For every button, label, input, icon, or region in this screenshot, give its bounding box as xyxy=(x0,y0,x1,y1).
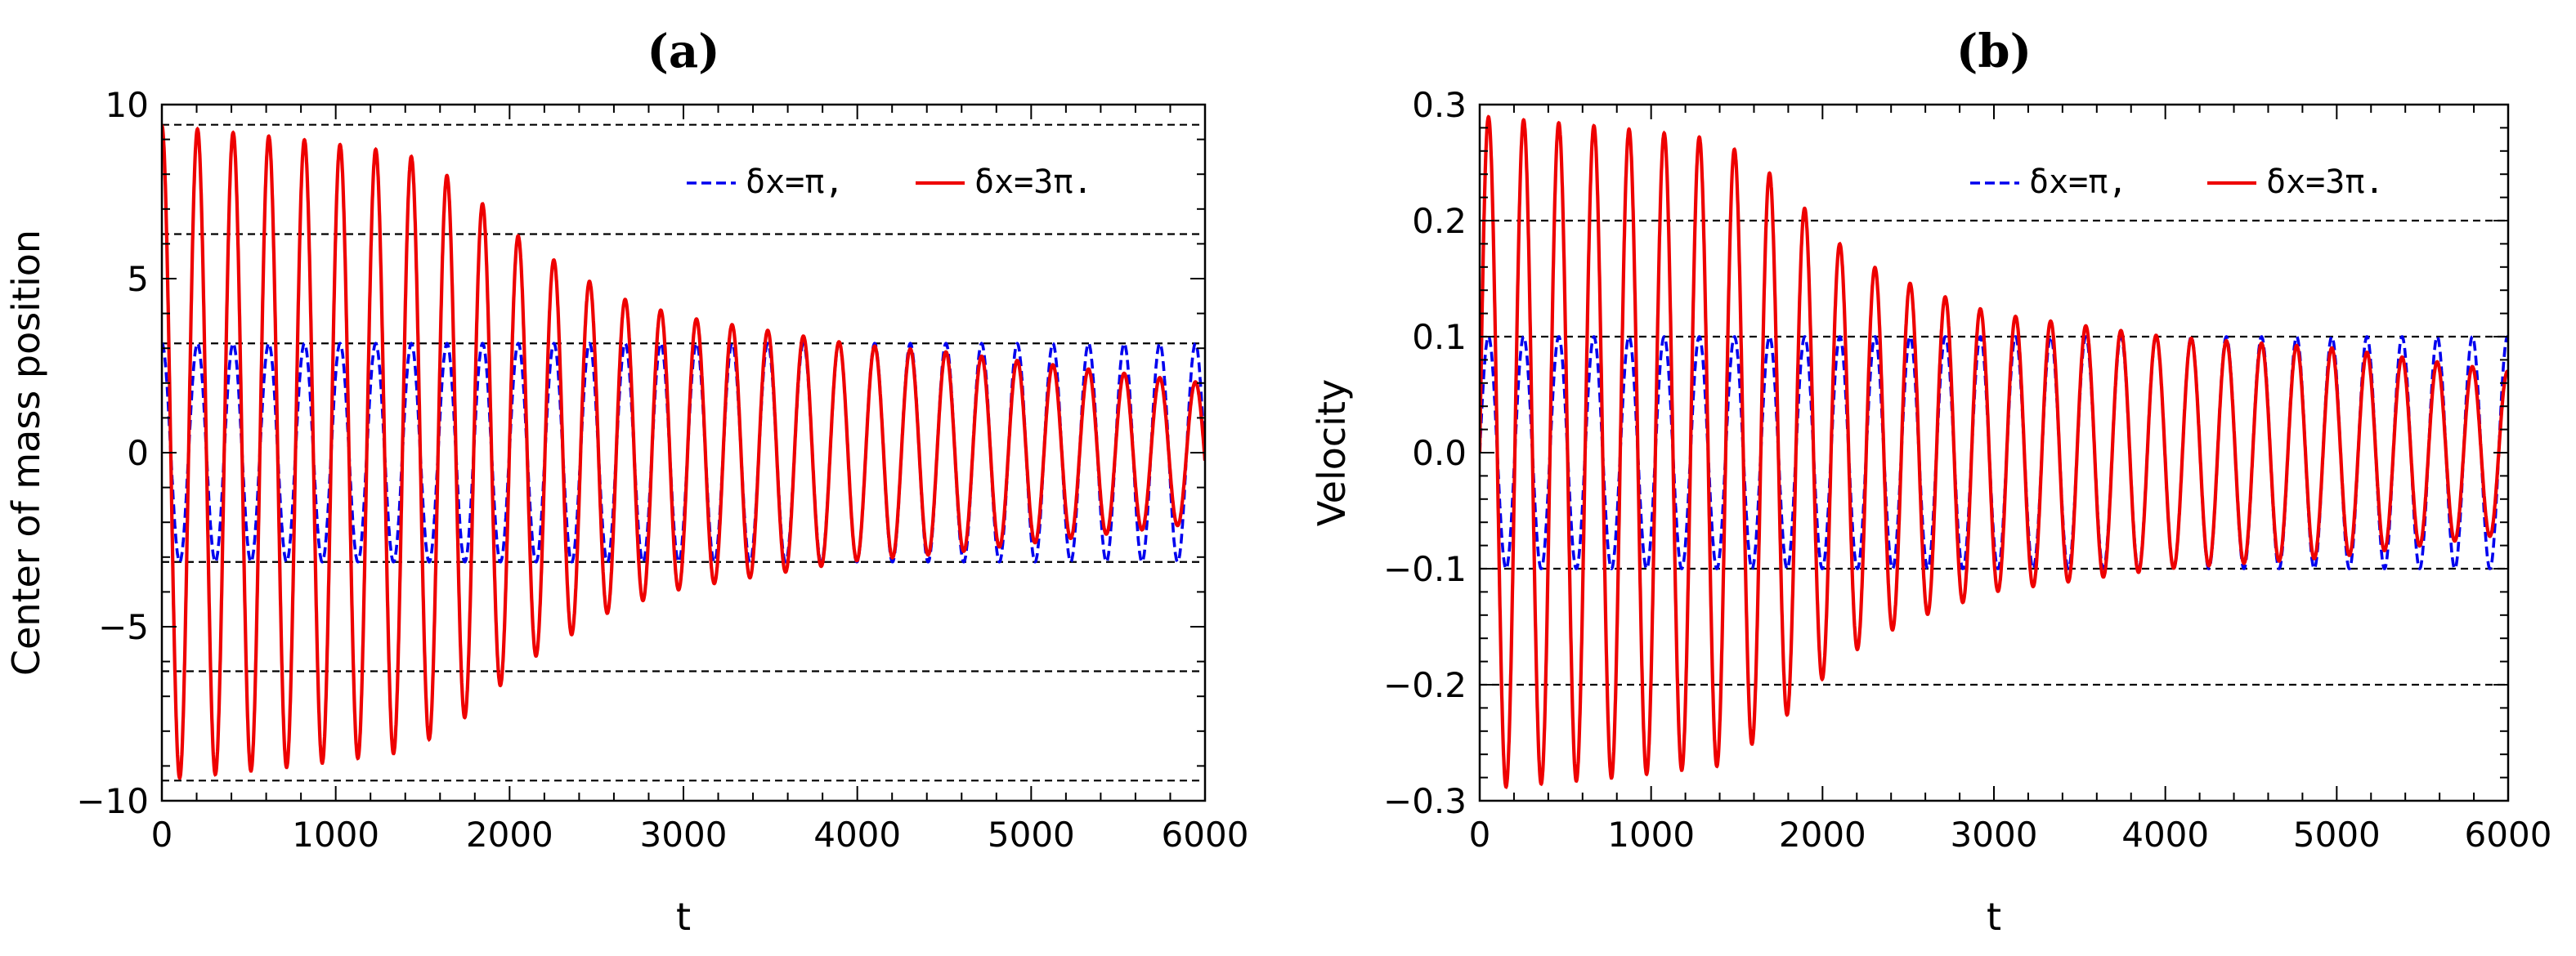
x-tick-label: 3000 xyxy=(640,815,728,855)
x-tick-label: 2000 xyxy=(1779,815,1866,855)
y-tick-label: −0.1 xyxy=(1383,549,1467,589)
x-axis-label: t xyxy=(676,895,691,939)
y-axis-label: Velocity xyxy=(1310,379,1354,526)
x-tick-label: 4000 xyxy=(2121,815,2209,855)
x-tick-label: 0 xyxy=(1469,815,1491,855)
x-tick-label: 6000 xyxy=(1162,815,1249,855)
y-tick-label: 0.3 xyxy=(1412,85,1467,125)
series-line-2 xyxy=(1480,114,2508,789)
y-tick-label: 0 xyxy=(127,433,149,473)
y-tick-label: 0.1 xyxy=(1412,317,1467,357)
x-axis-label: t xyxy=(1987,895,2001,939)
legend-entry-1: δx=π, xyxy=(746,163,844,201)
panel-label: (b) xyxy=(1956,25,2032,78)
x-tick-label: 4000 xyxy=(813,815,901,855)
x-tick-label: 1000 xyxy=(292,815,379,855)
panel-b: (b) 0 1000 2000 3000 4000 5000 6000 −0.3 −0.2 −0.1… xyxy=(1310,25,2551,939)
x-tick-label: 3000 xyxy=(1951,815,2038,855)
y-tick-label: −0.3 xyxy=(1383,781,1467,821)
x-tick-label: 6000 xyxy=(2465,815,2552,855)
y-tick-label: −10 xyxy=(76,781,149,821)
x-tick-label: 5000 xyxy=(988,815,1075,855)
y-tick-label: 5 xyxy=(127,259,149,299)
x-tick-label: 0 xyxy=(151,815,173,855)
legend: δx=π, δx=3π. xyxy=(1970,163,2385,201)
y-axis-label: Center of mass position xyxy=(4,230,48,676)
x-tick-label: 2000 xyxy=(466,815,553,855)
panel-label: (a) xyxy=(647,25,719,78)
y-tick-label: 0.0 xyxy=(1412,433,1467,473)
curves xyxy=(1480,114,2508,789)
legend-entry-1: δx=π, xyxy=(2029,163,2127,201)
x-tick-label: 5000 xyxy=(2293,815,2381,855)
y-tick-label: −0.2 xyxy=(1383,665,1467,705)
y-tick-label: 0.2 xyxy=(1412,201,1467,241)
curves xyxy=(162,124,1205,780)
legend-entry-2: δx=3π. xyxy=(2266,163,2385,201)
legend: δx=π, δx=3π. xyxy=(687,163,1093,201)
x-tick-label: 1000 xyxy=(1607,815,1695,855)
y-tick-label: −5 xyxy=(98,607,149,647)
legend-entry-2: δx=3π. xyxy=(974,163,1093,201)
y-tick-label: 10 xyxy=(105,85,149,125)
panel-a: (a) 0 1000 2000 3000 4000 5000 6000 −10 −5 0 5 10 t Ce… xyxy=(4,25,1248,939)
series-line-2 xyxy=(162,124,1205,780)
